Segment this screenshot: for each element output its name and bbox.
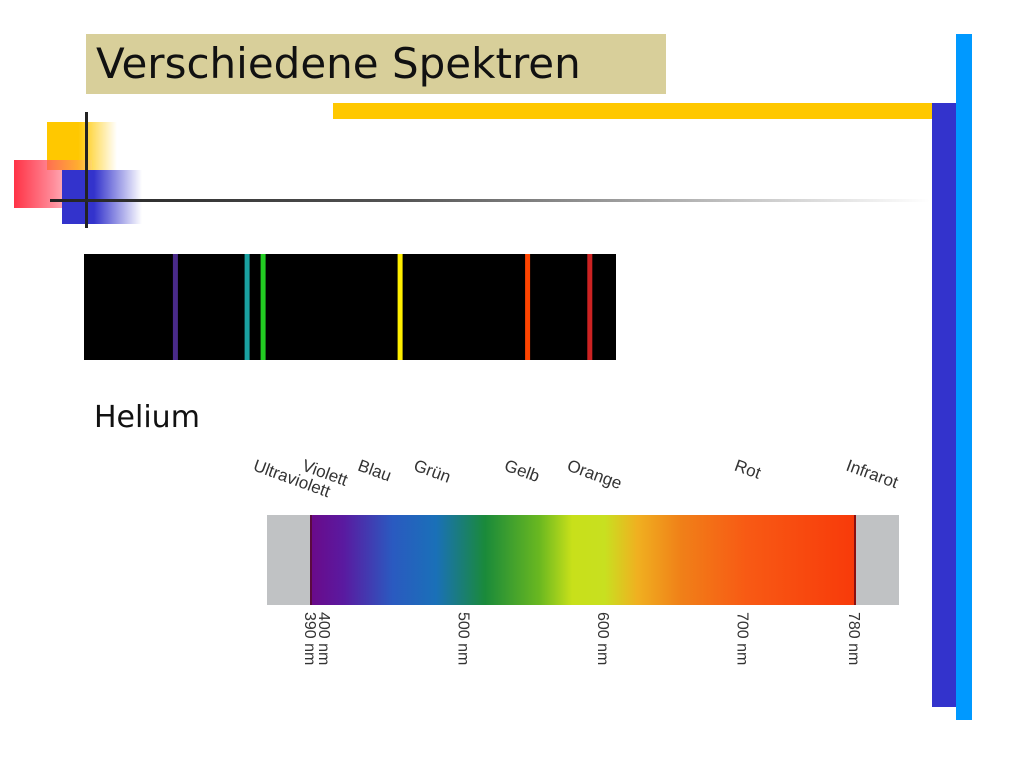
spectrum-band-label: Infrarot bbox=[844, 456, 901, 492]
spectrum-band-label: Gelb bbox=[502, 456, 542, 486]
logo-blue-square bbox=[62, 170, 142, 224]
helium-emission-line bbox=[397, 254, 403, 360]
accent-bar-blue bbox=[932, 103, 956, 707]
spectrum-tick-label: 600 nm bbox=[594, 612, 611, 665]
accent-bar-light-blue bbox=[956, 34, 972, 720]
helium-emission-line bbox=[260, 254, 266, 360]
spectrum-tick-label: 500 nm bbox=[454, 612, 471, 665]
spectrum-tick-label: 780 nm bbox=[845, 612, 862, 665]
helium-spectrum-background bbox=[84, 254, 616, 360]
helium-emission-line bbox=[587, 254, 593, 360]
spectrum-band-label: Grün bbox=[411, 456, 453, 487]
divider-line bbox=[50, 199, 930, 202]
spectrum-band-label: Rot bbox=[732, 456, 764, 483]
spectrum-tick-label: 400 nm bbox=[315, 612, 332, 665]
helium-emission-line bbox=[525, 254, 531, 360]
spectrum-tick-label: 700 nm bbox=[733, 612, 750, 665]
spectrum-band-label: Blau bbox=[355, 456, 393, 485]
spectrum-band-label: Orange bbox=[565, 456, 625, 493]
helium-spectrum bbox=[84, 254, 616, 360]
slide-title: Verschiedene Spektren bbox=[86, 34, 666, 94]
accent-bar-yellow bbox=[333, 103, 933, 119]
logo-vertical-line bbox=[85, 112, 88, 228]
helium-label: Helium bbox=[94, 400, 200, 435]
spectrum-tick-label: 390 nm bbox=[301, 612, 318, 665]
helium-emission-line bbox=[244, 254, 250, 360]
helium-emission-line bbox=[172, 254, 178, 360]
spectrum-color-band bbox=[311, 515, 855, 605]
